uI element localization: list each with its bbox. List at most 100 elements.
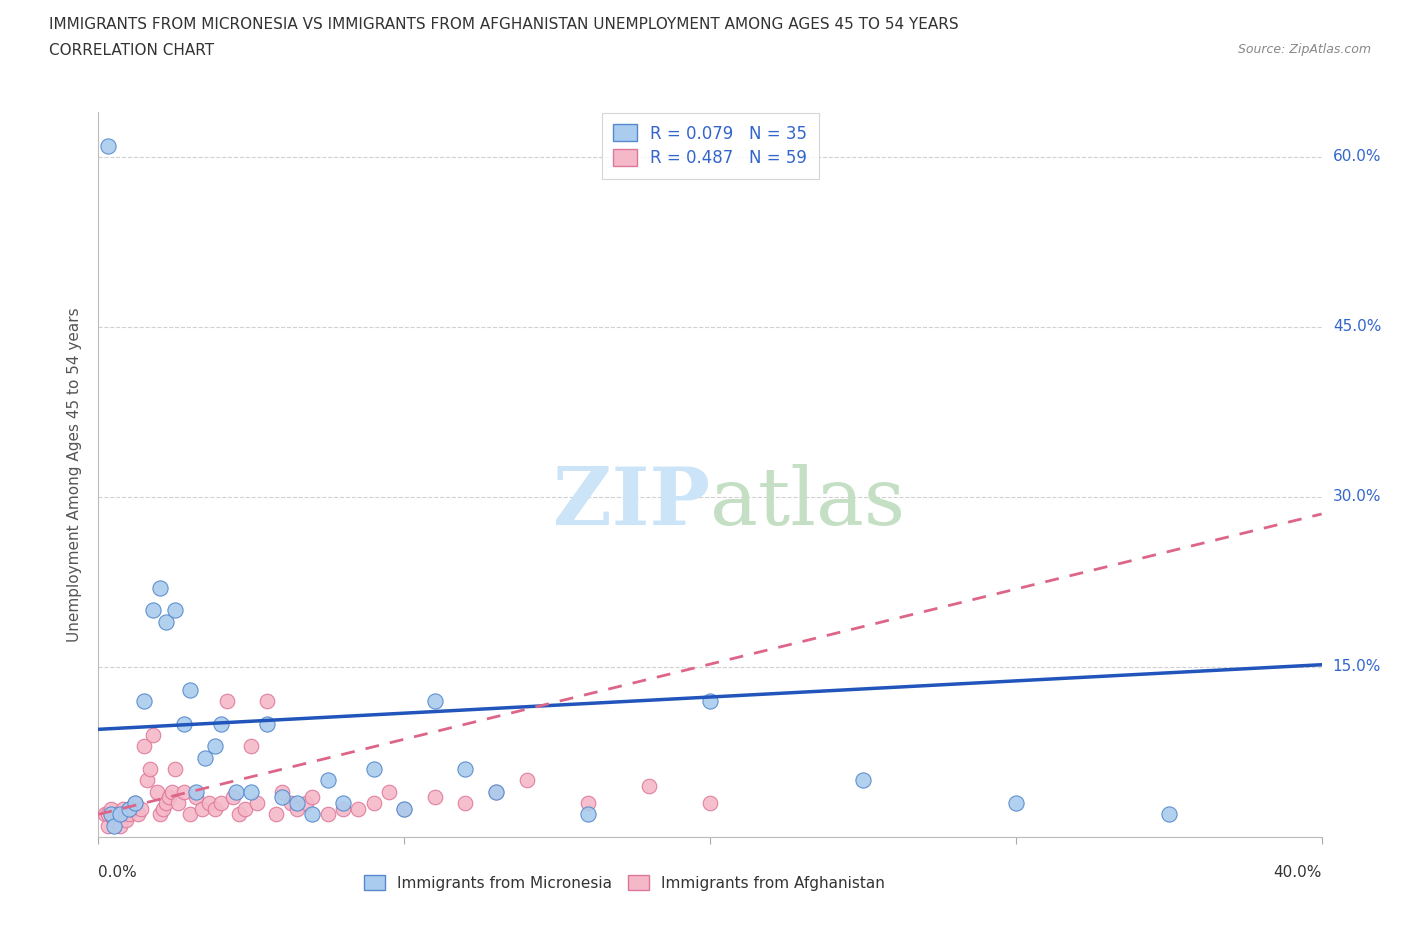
Point [1004,795,1026,810]
Point [225,784,247,799]
Point [204,802,226,817]
Point [163,762,186,777]
Point [103,813,125,828]
Point [222,790,245,804]
Point [108,807,131,822]
Point [186,790,208,804]
Point [454,762,477,777]
Point [142,603,165,618]
Point [167,795,190,810]
Point [134,738,156,753]
Point [347,802,370,817]
Point [179,683,201,698]
Point [139,762,162,777]
Point [155,614,177,629]
Point [378,784,401,799]
Point [485,784,508,799]
Point [576,807,599,822]
Point [93,807,115,822]
Point [100,802,122,817]
Point [108,818,131,833]
Point [699,795,721,810]
Point [392,802,416,817]
Point [423,790,446,804]
Legend: Immigrants from Micronesia, Immigrants from Afghanistan: Immigrants from Micronesia, Immigrants f… [356,868,893,898]
Point [256,716,278,731]
Point [423,694,446,709]
Point [485,784,508,799]
Point [285,802,308,817]
Point [173,716,195,731]
Point [136,773,159,788]
Point [228,807,250,822]
Point [270,784,292,799]
Text: 15.0%: 15.0% [1333,659,1381,674]
Text: atlas: atlas [710,464,905,542]
Point [194,751,217,765]
Point [285,795,308,810]
Point [127,807,149,822]
Point [115,813,138,828]
Point [240,784,263,799]
Text: Source: ZipAtlas.com: Source: ZipAtlas.com [1237,43,1371,56]
Point [363,762,385,777]
Point [118,802,141,817]
Text: 40.0%: 40.0% [1274,865,1322,880]
Point [124,795,146,810]
Point [240,738,263,753]
Point [124,795,146,810]
Point [209,716,232,731]
Point [576,795,599,810]
Point [1157,807,1180,822]
Point [149,807,172,822]
Point [233,802,256,817]
Point [197,795,219,810]
Point [516,773,538,788]
Point [332,802,354,817]
Text: ZIP: ZIP [553,464,710,542]
Point [209,795,232,810]
Text: 30.0%: 30.0% [1333,489,1381,504]
Point [301,790,323,804]
Point [191,802,214,817]
Point [97,807,120,822]
Point [121,802,143,817]
Point [264,807,287,822]
Text: 0.0%: 0.0% [98,865,138,880]
Point [155,795,177,810]
Text: CORRELATION CHART: CORRELATION CHART [49,43,214,58]
Point [149,580,172,595]
Point [160,784,183,799]
Point [105,807,128,822]
Point [111,802,134,817]
Point [163,603,186,618]
Point [246,795,269,810]
Point [316,773,339,788]
Point [363,795,385,810]
Point [256,694,278,709]
Point [142,727,165,742]
Point [316,807,339,822]
Y-axis label: Unemployment Among Ages 45 to 54 years: Unemployment Among Ages 45 to 54 years [67,307,83,642]
Point [134,694,156,709]
Point [699,694,721,709]
Point [129,802,152,817]
Point [157,790,180,804]
Point [204,738,226,753]
Point [270,790,292,804]
Point [332,795,354,810]
Point [301,807,323,822]
Point [179,807,201,822]
Point [454,795,477,810]
Point [392,802,416,817]
Point [97,139,120,153]
Point [145,784,167,799]
Point [295,795,318,810]
Point [173,784,195,799]
Point [186,784,208,799]
Point [152,802,174,817]
Text: 60.0%: 60.0% [1333,150,1381,165]
Point [637,778,661,793]
Point [215,694,238,709]
Point [280,795,302,810]
